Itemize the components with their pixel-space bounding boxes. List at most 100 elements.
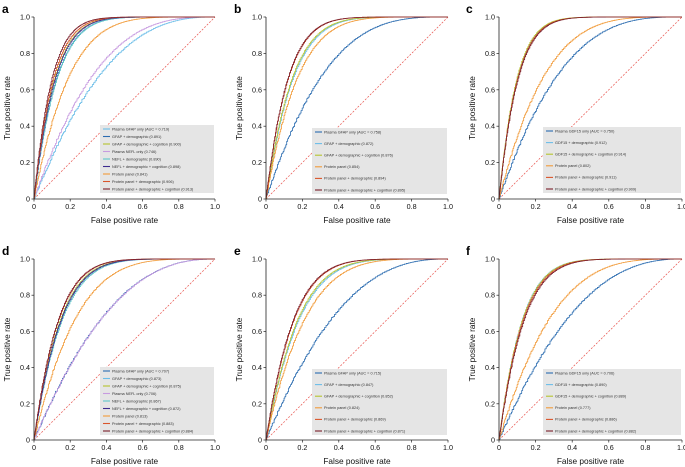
x-tick-label: 0.2 xyxy=(531,202,541,211)
y-tick-label: 0 xyxy=(491,436,495,445)
y-tick-label: 0.4 xyxy=(20,363,30,372)
roc-curve-4 xyxy=(33,258,215,441)
y-tick-label: 0.4 xyxy=(20,122,30,131)
x-tick-label: 0 xyxy=(497,443,501,452)
legend-entry: GDF15 + demographic (0.912) xyxy=(555,141,607,145)
panel-letter: d xyxy=(2,244,9,258)
x-tick-label: 0.2 xyxy=(65,202,75,211)
y-tick-label: 0 xyxy=(26,195,30,204)
y-tick-label: 0 xyxy=(258,195,262,204)
panel-letter: c xyxy=(466,2,473,16)
roc-curve-6 xyxy=(265,258,448,441)
chance-diagonal xyxy=(265,258,449,441)
chance-diagonal xyxy=(33,16,216,200)
x-tick-label: 0 xyxy=(32,443,36,452)
chance-diagonal xyxy=(498,258,683,441)
legend-entry: NEFL + demographic (0.867) xyxy=(112,399,162,403)
legend-entry: GFAP + demographic + cognition (0.876) xyxy=(324,154,394,158)
x-tick-label: 1.0 xyxy=(677,202,685,211)
y-tick-label: 0.2 xyxy=(252,158,262,167)
roc-curve-6 xyxy=(498,258,682,441)
y-tick-label: 0.6 xyxy=(20,327,30,336)
legend-entry: NEFL + demographic + cognition (0.872) xyxy=(112,407,181,411)
x-tick-label: 0.8 xyxy=(407,202,417,211)
legend-entry: Protein panel + demographic (0.894) xyxy=(324,177,386,181)
x-tick-label: 0.6 xyxy=(604,443,614,452)
legend-background xyxy=(100,125,214,193)
y-tick-label: 0.6 xyxy=(485,85,495,94)
panel-letter: b xyxy=(234,2,241,16)
legend-entry: GFAP + demographic + cognition (0.900) xyxy=(112,142,182,146)
roc-curve-4 xyxy=(498,258,682,441)
y-tick-label: 0.4 xyxy=(252,122,262,131)
legend-background xyxy=(312,128,447,194)
roc-curve-1 xyxy=(265,258,448,441)
legend-entry: Protein panel + demographic (0.906) xyxy=(112,180,174,184)
roc-curve-6 xyxy=(265,16,448,200)
x-tick-label: 0 xyxy=(32,202,36,211)
x-tick-label: 0.4 xyxy=(101,202,111,211)
y-tick-label: 0.8 xyxy=(252,291,262,300)
roc-curve-6 xyxy=(498,16,682,200)
chance-diagonal xyxy=(265,16,449,200)
x-axis-label: False positive rate xyxy=(557,215,625,225)
x-tick-label: 0.8 xyxy=(407,443,417,452)
roc-curve-4 xyxy=(33,16,215,200)
roc-curve-4 xyxy=(498,16,682,200)
panel-letter: a xyxy=(2,2,9,16)
x-axis-label: False positive rate xyxy=(91,456,159,466)
y-axis-label: True positive rate xyxy=(467,76,477,140)
legend-entry: Protein panel (0.777) xyxy=(555,406,591,410)
x-tick-label: 0.2 xyxy=(65,443,75,452)
x-tick-label: 0.2 xyxy=(531,443,541,452)
roc-curve-4 xyxy=(265,258,448,441)
x-tick-label: 0.6 xyxy=(370,202,380,211)
legend-entry: NEFL + demographic (0.890) xyxy=(112,157,162,161)
legend-entry: GFAP + demographic + cognition (0.875) xyxy=(112,384,182,388)
legend-entry: NEFL + demographic + cognition (0.898) xyxy=(112,165,181,169)
y-tick-label: 0.6 xyxy=(252,85,262,94)
roc-curve-7 xyxy=(33,16,215,200)
x-axis-label: False positive rate xyxy=(323,215,391,225)
x-tick-label: 0.4 xyxy=(101,443,111,452)
y-tick-label: 0.2 xyxy=(252,399,262,408)
y-tick-label: 0.2 xyxy=(20,399,30,408)
y-axis-label: True positive rate xyxy=(234,76,244,140)
y-tick-label: 0.4 xyxy=(252,363,262,372)
x-tick-label: 1.0 xyxy=(210,443,220,452)
roc-curve-1 xyxy=(498,16,682,200)
x-tick-label: 1.0 xyxy=(443,202,453,211)
y-tick-label: 0.6 xyxy=(20,85,30,94)
panel-d: d 0 0.2 0.4 0.6 0.8 1.0 0 0.2 0.4 0.6 0.8 1.0 False p… xyxy=(2,244,220,466)
y-tick-label: 0 xyxy=(26,436,30,445)
y-axis-label: True positive rate xyxy=(2,317,12,381)
y-tick-label: 1.0 xyxy=(485,13,495,22)
legend-entry: GDF15 + demographic + cognition (0.914) xyxy=(555,153,627,157)
y-tick-label: 1.0 xyxy=(20,13,30,22)
roc-curve-1 xyxy=(498,258,682,441)
y-tick-label: 0 xyxy=(491,195,495,204)
legend-background xyxy=(543,127,681,193)
legend-entry: Plasma GDF15 only (AUC = 0.750) xyxy=(555,129,615,133)
y-tick-label: 1.0 xyxy=(20,255,30,264)
legend-entry: GFAP + demographic (0.872) xyxy=(324,142,374,146)
x-tick-label: 0.6 xyxy=(138,202,148,211)
legend: Plasma GFAP only (AUC = 0.719) GFAP + dem… xyxy=(100,125,214,193)
legend-entry: GDF15 + demographic (0.890) xyxy=(555,383,607,387)
x-tick-label: 0.8 xyxy=(174,443,184,452)
legend: Plasma GFAP only (AUC = 0.707) GFAP + dem… xyxy=(100,367,214,435)
legend-entry: GFAP + demographic (0.873) xyxy=(112,377,162,381)
legend-background xyxy=(543,369,681,435)
y-tick-label: 0.8 xyxy=(485,49,495,58)
x-tick-label: 0 xyxy=(264,443,268,452)
panel-f: f 0 0.2 0.4 0.6 0.8 1.0 0 0.2 0.4 0.6 0.8 1.0 False p… xyxy=(466,244,685,466)
legend-entry: Protein panel + demographic (0.886) xyxy=(555,418,617,422)
roc-curve-7 xyxy=(33,258,215,441)
x-tick-label: 0.4 xyxy=(334,202,344,211)
legend-entry: Protein panel + demographic (0.869) xyxy=(324,418,386,422)
y-tick-label: 0.6 xyxy=(252,327,262,336)
legend-entry: Protein panel (0.813) xyxy=(112,414,148,418)
chance-diagonal xyxy=(33,258,216,441)
legend: Plasma GDF15 only (AUC = 0.750) GDF15 + d… xyxy=(543,127,681,193)
x-axis-label: False positive rate xyxy=(323,456,391,466)
